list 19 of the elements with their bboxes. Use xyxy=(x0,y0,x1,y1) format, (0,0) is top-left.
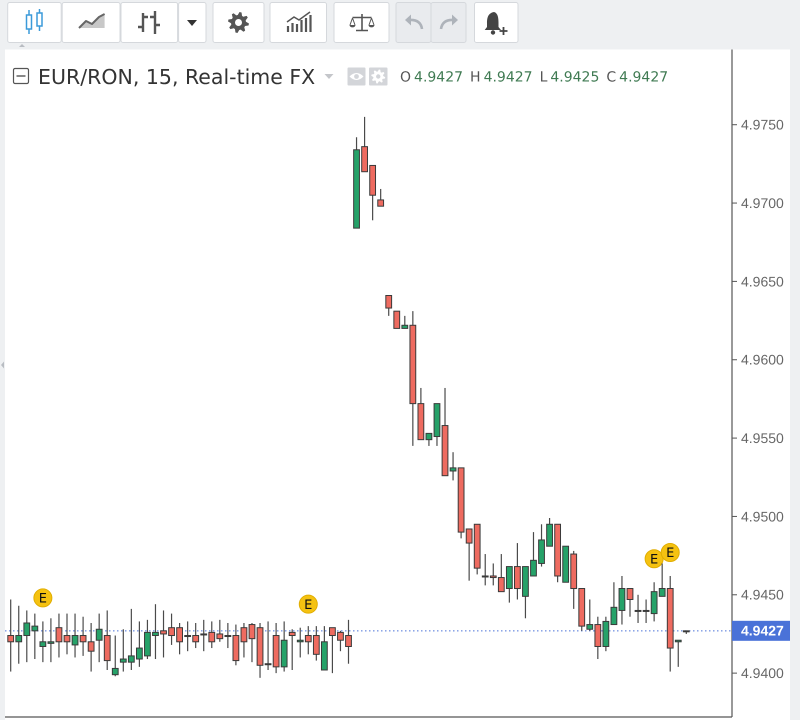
data-label: E xyxy=(650,552,658,568)
y-tick-label: 4.9650 xyxy=(741,273,784,290)
y-tick-label: 4.9600 xyxy=(741,352,784,368)
y-tick-label: 4.9400 xyxy=(741,665,784,682)
candlestick xyxy=(377,188,384,207)
y-tick-label: 4.9550 xyxy=(741,430,784,446)
data-label: E xyxy=(38,592,47,607)
ref-line-label: 4.9427 xyxy=(741,622,784,639)
candlestick xyxy=(385,294,392,316)
data-label: E xyxy=(304,598,312,613)
text: EUR/RON, 15, Real-time FX xyxy=(38,64,316,89)
data-label: E xyxy=(666,546,674,562)
candlestick xyxy=(112,634,119,677)
y-tick-label: 4.9700 xyxy=(741,194,784,211)
y-tick-label: 4.9450 xyxy=(741,586,784,603)
candlestick xyxy=(288,628,296,671)
text: O 4.9427 H 4.9427 L 4.9425 C 4.9427 xyxy=(400,70,668,86)
y-tick-label: 4.9500 xyxy=(741,508,784,524)
y-tick-label: 4.9750 xyxy=(741,116,784,133)
